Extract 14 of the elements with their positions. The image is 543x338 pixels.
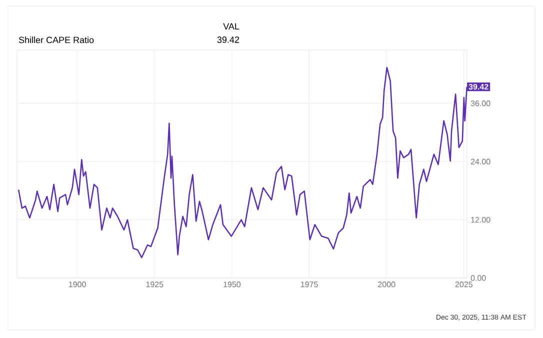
y-tick-label: 24.00: [470, 158, 490, 164]
annotation: 39.42: [468, 84, 488, 90]
y-tick-label: 12.00: [471, 216, 490, 223]
x-tick-label: 1925: [146, 282, 164, 288]
x-tick-label: 1975: [300, 282, 318, 288]
chart-title: Shiller CAPE Ratio: [18, 36, 94, 44]
text: VAL: [223, 23, 240, 30]
x-tick-label: 1900: [69, 282, 86, 288]
y-tick-label: 36.00: [470, 100, 490, 106]
x-tick-label: 2000: [378, 282, 396, 288]
y-tick-label: 0.00: [470, 275, 486, 281]
text: 39.42: [217, 36, 240, 43]
x-tick-label: 2025: [455, 282, 472, 288]
x-tick-label: 1950: [224, 282, 241, 288]
